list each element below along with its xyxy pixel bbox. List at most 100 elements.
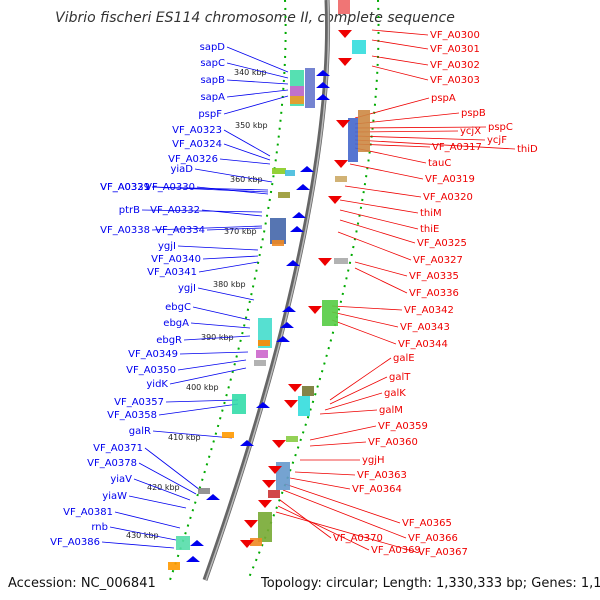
chromosome-backbone-highlight <box>205 0 330 581</box>
gene-feature-block <box>272 240 284 246</box>
forward-strand-arrow <box>256 402 270 408</box>
reverse-gene-label: VF_A0317 <box>432 142 482 153</box>
gene-feature-block <box>254 360 266 366</box>
forward-gene-label: VF_A0350 <box>126 365 176 376</box>
forward-gene-label: VF_A0378 <box>87 458 137 469</box>
reverse-gene-leader <box>319 409 378 415</box>
forward-gene-label: VF_A0330 <box>145 182 195 193</box>
forward-gene-leader <box>198 261 259 273</box>
reverse-strand-arrow <box>308 306 322 314</box>
forward-strand-arrow <box>316 70 330 76</box>
reverse-gene-label: thiE <box>420 224 439 235</box>
reverse-gene-leader <box>371 29 429 36</box>
forward-gene-leader <box>226 79 289 85</box>
reverse-gene-label: thiD <box>517 144 538 155</box>
reverse-gene-label: ycjX <box>460 126 481 137</box>
reverse-gene-leader <box>324 392 383 411</box>
gene-feature-block <box>322 300 338 326</box>
reverse-gene-leader <box>289 477 351 490</box>
forward-gene-leader <box>151 186 269 193</box>
gene-feature-block <box>290 86 304 96</box>
forward-gene-leader <box>190 322 251 329</box>
reverse-gene-leader <box>354 130 459 133</box>
forward-gene-label: yiaD <box>170 164 193 175</box>
forward-strand-arrow <box>206 494 220 500</box>
reverse-gene-label: VF_A0366 <box>408 533 458 544</box>
gene-feature-block <box>272 168 286 174</box>
gene-feature-block <box>222 432 234 438</box>
forward-gene-label: ebgA <box>163 318 189 329</box>
reverse-gene-label: VF_A0300 <box>430 30 480 41</box>
reverse-strand-arrow <box>334 160 348 168</box>
forward-gene-leader <box>183 335 251 341</box>
forward-gene-leader <box>151 225 263 231</box>
reverse-gene-leader <box>371 39 429 50</box>
reverse-gene-label: thiM <box>420 208 442 219</box>
forward-strand-arrow <box>276 336 290 342</box>
gene-feature-block <box>276 462 290 490</box>
reverse-gene-label: galK <box>384 388 406 399</box>
reverse-gene-label: galT <box>389 372 411 383</box>
forward-gene-label: sapD <box>200 42 226 53</box>
reverse-gene-label: VF_A0320 <box>423 192 473 203</box>
forward-strand-arrow <box>296 184 310 190</box>
forward-strand-arrow <box>290 226 304 232</box>
reverse-strand-arrow <box>240 540 254 548</box>
forward-gene-label: VF_A0340 <box>151 254 201 265</box>
forward-gene-leader <box>223 143 271 161</box>
reverse-gene-leader <box>339 209 419 230</box>
reverse-gene-label: tauC <box>428 158 451 169</box>
kbp-tick-label: 350 kbp <box>235 121 268 130</box>
reverse-gene-label: VF_A0360 <box>368 437 418 448</box>
gene-feature-block <box>298 396 310 416</box>
forward-gene-label: yiaW <box>102 491 127 502</box>
reverse-gene-leader <box>354 135 486 141</box>
reverse-strand-arrow <box>318 258 332 266</box>
forward-gene-label: VF_A0358 <box>107 410 157 421</box>
forward-strand-arrow <box>286 260 300 266</box>
forward-gene-label: galR <box>129 426 151 437</box>
gene-feature-block <box>348 118 358 162</box>
kbp-tick-label: 400 kbp <box>186 383 219 392</box>
reverse-gene-label: VF_A0301 <box>430 44 480 55</box>
map-title: Vibrio fischeri ES114 chromosome II, com… <box>55 10 455 26</box>
forward-gene-label: VF_A0349 <box>128 349 178 360</box>
forward-strand-arrow <box>292 212 306 218</box>
forward-gene-leader <box>177 359 247 371</box>
reverse-gene-leader <box>354 112 460 125</box>
forward-gene-leader <box>223 95 289 115</box>
forward-gene-leader <box>194 168 273 183</box>
forward-gene-label: VF_A0324 <box>172 139 222 150</box>
forward-gene-label: VF_A0371 <box>93 443 143 454</box>
gene-feature-block <box>278 192 290 198</box>
reverse-gene-leader <box>309 425 377 441</box>
forward-gene-leader <box>152 430 233 439</box>
reverse-gene-leader <box>331 311 399 328</box>
reverse-gene-label: VF_A0359 <box>378 421 428 432</box>
reverse-gene-leader <box>277 505 370 551</box>
reverse-gene-leader <box>354 139 516 150</box>
forward-gene-leader <box>201 209 263 217</box>
reverse-gene-label: VF_A0364 <box>352 484 402 495</box>
reverse-strand-arrow <box>288 384 302 392</box>
forward-gene-leader <box>226 89 289 98</box>
reverse-gene-leader <box>354 261 408 277</box>
reverse-gene-label: VF_A0302 <box>430 60 480 71</box>
forward-gene-leader <box>158 403 239 416</box>
reverse-gene-label: VF_A0363 <box>357 470 407 481</box>
gene-feature-block <box>168 562 180 570</box>
forward-gene-leader <box>133 478 191 501</box>
reverse-gene-leader <box>329 376 388 405</box>
reverse-strand-arrow <box>328 196 342 204</box>
forward-gene-leader <box>179 351 249 355</box>
reverse-gene-label: VF_A0370 <box>333 533 383 544</box>
forward-gene-label: VF_A0338 <box>100 225 150 236</box>
reverse-strand-arrow <box>262 480 276 488</box>
reverse-gene-label: ygjH <box>362 455 385 466</box>
reverse-gene-label: VF_A0319 <box>425 174 475 185</box>
forward-gene-label: VF_A0326 <box>168 154 218 165</box>
reverse-gene-leader <box>329 357 392 401</box>
forward-gene-label: ebgR <box>156 335 182 346</box>
reverse-strand-arrow <box>338 58 352 66</box>
gene-feature-block <box>338 0 350 14</box>
